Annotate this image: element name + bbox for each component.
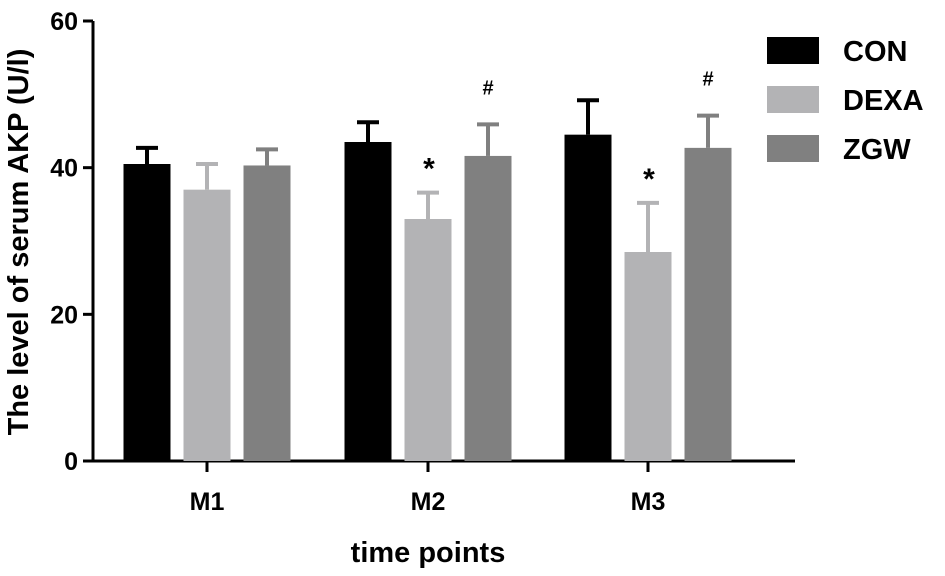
bar-con-m2 (344, 142, 392, 461)
significance-star: * (643, 163, 655, 196)
bar-zgw-m3 (684, 147, 732, 461)
bars-group (123, 134, 732, 461)
x-axis-title: time points (351, 537, 506, 569)
bar-zgw-m2 (464, 155, 512, 461)
legend-swatch-zgw (767, 135, 819, 162)
legend-label-dexa: DEXA (843, 85, 924, 117)
y-tick-label: 60 (50, 8, 78, 36)
legend: CON DEXA ZGW (767, 36, 924, 166)
bar-dexa-m2 (404, 219, 452, 461)
x-tick-label: M3 (631, 488, 666, 516)
y-axis-title: The level of serum AKP (U/l) (3, 49, 35, 436)
y-tick-label: 40 (50, 155, 78, 183)
legend-label-zgw: ZGW (843, 134, 911, 166)
legend-swatch-con (767, 37, 819, 64)
y-tick-label: 0 (64, 448, 78, 476)
significance-hash: # (702, 69, 713, 91)
bar-zgw-m1 (243, 165, 291, 461)
bar-dexa-m3 (624, 252, 672, 461)
y-tick-label: 20 (50, 301, 78, 329)
legend-swatch-dexa (767, 86, 819, 113)
significance-star: * (423, 153, 435, 186)
legend-label-con: CON (843, 36, 907, 68)
significance-hash: # (482, 77, 493, 99)
bar-dexa-m1 (183, 189, 231, 461)
x-tick-label: M1 (190, 488, 225, 516)
bar-con-m3 (564, 134, 612, 461)
bar-con-m1 (123, 164, 171, 461)
annotations-group: * # * # (423, 69, 713, 196)
x-tick-label: M2 (411, 488, 446, 516)
error-bars-group (136, 98, 719, 252)
